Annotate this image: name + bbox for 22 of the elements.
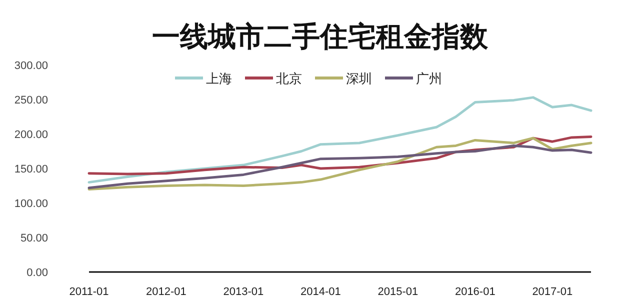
x-tick-label: 2011-01 (69, 286, 109, 298)
x-tick-label: 2013-01 (223, 286, 264, 298)
legend-label: 上海 (206, 71, 232, 86)
y-tick-label: 200.00 (14, 129, 48, 141)
x-tick-label: 2015-01 (378, 286, 418, 298)
y-tick-label: 250.00 (14, 94, 48, 106)
line-series (88, 96, 592, 184)
line-series (88, 136, 592, 190)
x-tick-label: 2017-01 (532, 286, 573, 298)
legend-label: 广州 (416, 71, 442, 86)
legend-label: 北京 (276, 71, 302, 86)
y-tick-label: 50.00 (20, 232, 48, 244)
y-tick-label: 100.00 (14, 198, 48, 210)
x-tick-label: 2012-01 (146, 286, 186, 298)
x-tick-label: 2014-01 (300, 286, 341, 298)
y-tick-label: 150.00 (14, 164, 48, 176)
y-tick-label: 300.00 (14, 60, 48, 72)
x-tick-label: 2016-01 (454, 286, 496, 298)
line-series (88, 144, 592, 190)
chart-title: 一线城市二手住宅租金指数 (152, 21, 489, 53)
legend-label: 深圳 (346, 71, 372, 86)
y-tick-label: 0.00 (26, 267, 48, 279)
